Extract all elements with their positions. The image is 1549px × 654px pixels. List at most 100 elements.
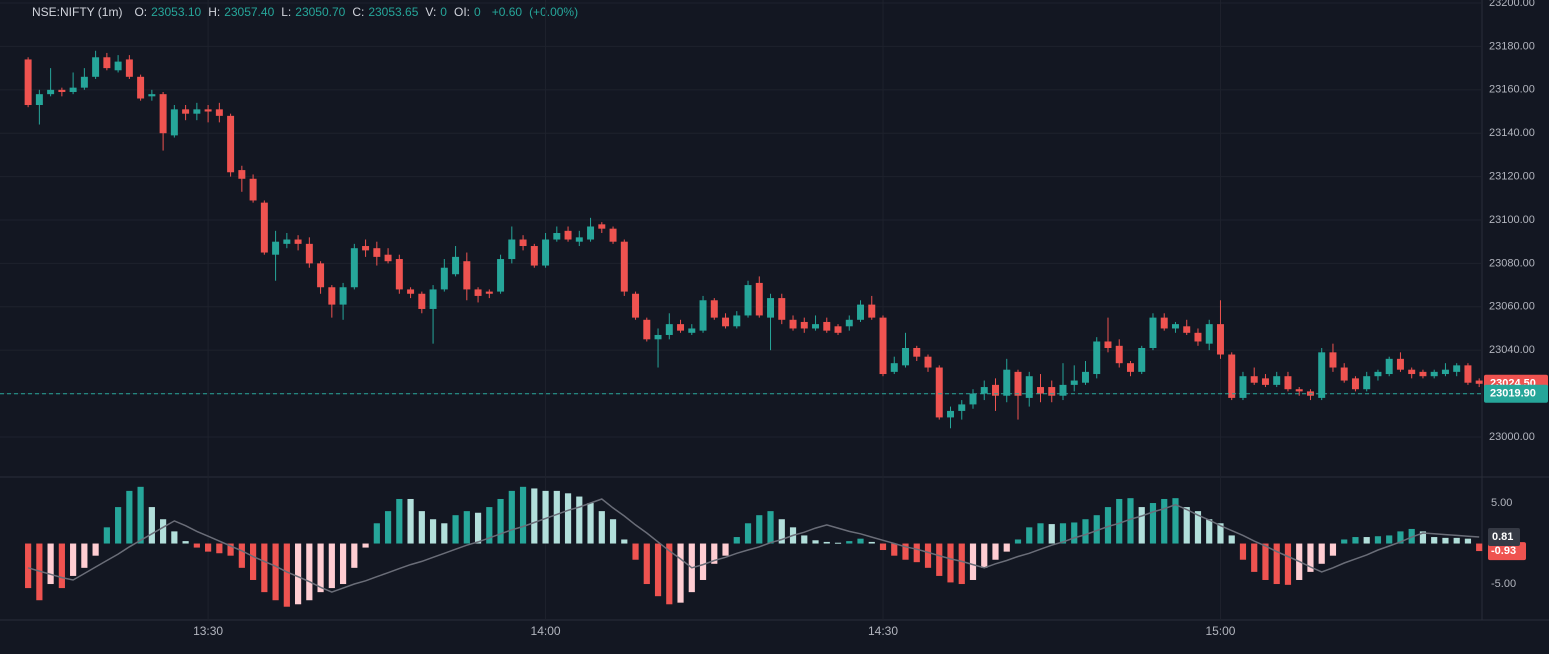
candle-body (800, 321, 808, 329)
histogram-bar (733, 537, 740, 544)
histogram-bar (216, 543, 223, 554)
histogram-bar (654, 543, 662, 597)
y-tick-label: 23120.00 (1489, 171, 1535, 183)
candle-body (1183, 326, 1191, 333)
candle-body (1104, 341, 1112, 348)
candle-body (767, 298, 775, 318)
histogram-bar (1104, 507, 1112, 544)
candle-body (868, 304, 876, 318)
candle-body (958, 404, 966, 411)
histogram-bar (1307, 543, 1314, 572)
candle-body (1419, 371, 1427, 377)
histogram-bar (339, 543, 347, 585)
candle-body (1239, 376, 1247, 398)
candle-body (339, 287, 347, 305)
candle-body (823, 321, 831, 331)
histogram-bar (812, 540, 819, 544)
histogram-bar (193, 543, 200, 548)
histogram-bar (306, 543, 313, 601)
candle-body (575, 237, 583, 242)
legend-value: 23053.65 (368, 5, 419, 19)
histogram-bar (1127, 498, 1134, 544)
candle-body (170, 109, 178, 136)
histogram-bar (205, 543, 212, 552)
candle-body (1351, 378, 1359, 390)
histogram-bar (1161, 498, 1168, 544)
histogram-bar (643, 543, 650, 585)
histogram-bar (519, 486, 527, 544)
histogram-bar (1172, 498, 1179, 544)
candle-body (1126, 363, 1134, 372)
candle-body (58, 89, 66, 92)
candle-body (688, 328, 696, 333)
histogram-bar (283, 543, 290, 607)
histogram-bar (1116, 498, 1123, 544)
candle-body (362, 246, 370, 251)
candle-body (1284, 376, 1292, 390)
candle-body (373, 248, 381, 257)
candle-body (215, 109, 223, 116)
candle-body (1059, 384, 1067, 396)
candle-body (485, 291, 493, 294)
histogram-bar (868, 541, 875, 544)
histogram-bar (1431, 537, 1438, 544)
histogram-bar (227, 543, 234, 556)
histogram-bar (1059, 523, 1067, 544)
candle-body (913, 347, 921, 357)
candle-body (204, 109, 212, 112)
candle-body (238, 170, 246, 179)
histogram-bar (137, 486, 144, 544)
histogram-bar (699, 543, 707, 580)
candle-body (924, 356, 932, 368)
candle-body (350, 248, 358, 288)
candle-body (418, 293, 426, 309)
legend-label: C: (352, 5, 365, 19)
y-tick-label: 23080.00 (1489, 257, 1535, 269)
histogram-bar (1048, 524, 1055, 544)
histogram-bar (1183, 507, 1190, 544)
candle-body (508, 239, 516, 260)
legend-label: V: (425, 5, 437, 19)
y-tick-label: 5.00 (1491, 497, 1512, 509)
histogram-bar (396, 498, 403, 544)
histogram-bar (1464, 538, 1472, 544)
histogram-bar (756, 515, 763, 544)
histogram-bar (126, 490, 133, 544)
histogram-bar (1374, 536, 1382, 544)
candle-body (598, 224, 606, 229)
x-tick-label: 15:00 (1205, 624, 1235, 638)
candle-body (452, 256, 460, 275)
value-label: 0.81 (1492, 531, 1513, 543)
candle-body (1453, 365, 1461, 372)
candle-body (1216, 324, 1224, 355)
symbol: NSE:NIFTY (1m) (32, 5, 123, 19)
candle-body (260, 202, 268, 253)
y-tick-label: 23160.00 (1489, 84, 1535, 96)
candle-body (609, 228, 617, 242)
histogram-bar (272, 543, 279, 601)
legend-value: 23050.70 (295, 5, 346, 19)
histogram-bar (418, 511, 425, 544)
candle-body (733, 315, 741, 327)
histogram-bar (1318, 543, 1325, 564)
histogram-bar (373, 523, 380, 544)
histogram-bar (508, 490, 515, 544)
candle-body (744, 285, 752, 316)
candle-body (1475, 380, 1483, 384)
candle-body (969, 393, 977, 405)
histogram-bar (879, 543, 887, 551)
legend-value: 0 (474, 5, 481, 19)
candle-body (1228, 354, 1236, 398)
x-tick-label: 14:30 (868, 624, 898, 638)
histogram-bar (148, 507, 155, 544)
histogram-bar (351, 543, 358, 568)
histogram-bar (1217, 523, 1224, 544)
candle-body (1082, 371, 1089, 383)
histogram-bar (1419, 531, 1427, 544)
histogram-bar (58, 543, 65, 589)
y-tick-label: 23060.00 (1489, 301, 1535, 313)
y-tick-label: 23180.00 (1489, 40, 1535, 52)
histogram-bar (969, 543, 977, 580)
histogram-bar (1386, 535, 1393, 544)
histogram-bar (1329, 543, 1337, 556)
